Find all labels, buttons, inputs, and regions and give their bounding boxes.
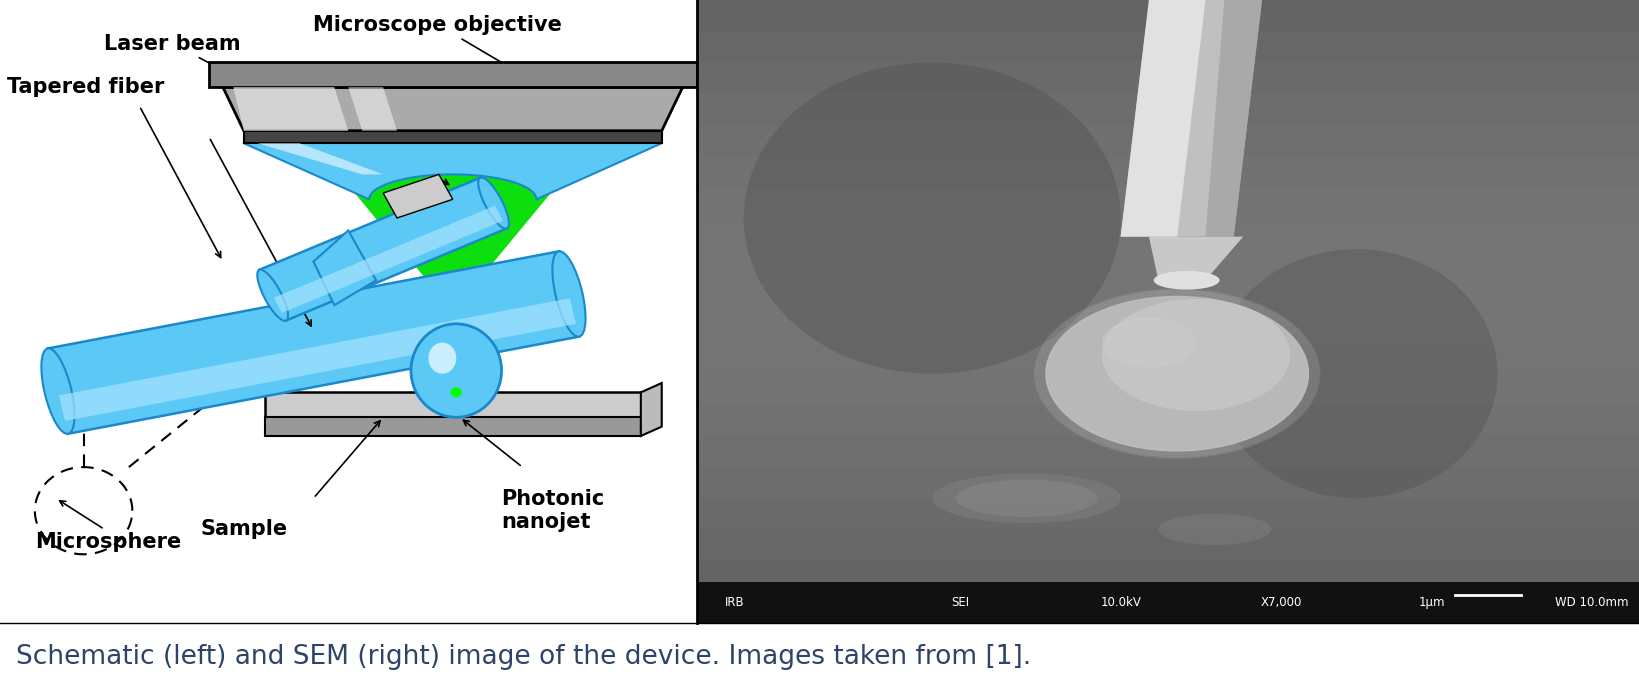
Bar bbox=[697, 156, 1639, 187]
Bar bbox=[697, 561, 1639, 592]
Ellipse shape bbox=[744, 62, 1121, 374]
Ellipse shape bbox=[956, 480, 1096, 517]
Ellipse shape bbox=[1101, 318, 1196, 367]
Bar bbox=[697, 436, 1639, 467]
Bar bbox=[697, 93, 1639, 125]
Polygon shape bbox=[264, 417, 641, 436]
Text: X7,000: X7,000 bbox=[1260, 597, 1301, 610]
Bar bbox=[697, 187, 1639, 218]
Polygon shape bbox=[384, 174, 452, 218]
Text: Laser beam: Laser beam bbox=[105, 34, 379, 154]
Bar bbox=[697, 498, 1639, 529]
Text: IRB: IRB bbox=[724, 597, 744, 610]
Bar bbox=[697, 218, 1639, 249]
Ellipse shape bbox=[933, 473, 1121, 523]
Text: Tapered fiber: Tapered fiber bbox=[7, 78, 164, 97]
Bar bbox=[697, 0, 1639, 31]
Bar bbox=[697, 529, 1639, 561]
Polygon shape bbox=[59, 298, 575, 421]
Ellipse shape bbox=[552, 251, 585, 337]
Polygon shape bbox=[257, 143, 384, 174]
Polygon shape bbox=[259, 178, 506, 320]
Text: Photonic
nanojet: Photonic nanojet bbox=[502, 489, 605, 532]
Bar bbox=[697, 374, 1639, 405]
Polygon shape bbox=[1149, 237, 1242, 280]
Bar bbox=[697, 280, 1639, 311]
Text: 10.0kV: 10.0kV bbox=[1100, 597, 1141, 610]
Polygon shape bbox=[1121, 0, 1206, 237]
Polygon shape bbox=[313, 143, 592, 311]
Bar bbox=[697, 31, 1639, 62]
Polygon shape bbox=[641, 383, 662, 436]
Ellipse shape bbox=[257, 270, 288, 321]
Text: Microscope objective: Microscope objective bbox=[313, 15, 562, 73]
Bar bbox=[697, 343, 1639, 374]
Polygon shape bbox=[274, 206, 503, 313]
Bar bbox=[697, 311, 1639, 343]
Polygon shape bbox=[223, 87, 682, 131]
Text: SEI: SEI bbox=[951, 597, 970, 610]
Bar bbox=[697, 249, 1639, 280]
Text: Microsphere: Microsphere bbox=[34, 532, 180, 552]
Polygon shape bbox=[347, 87, 397, 131]
Text: Sample: Sample bbox=[200, 520, 287, 539]
Polygon shape bbox=[244, 118, 662, 199]
Text: 1μm: 1μm bbox=[1418, 597, 1446, 610]
Text: Schematic (left) and SEM (right) image of the device. Images taken from [1].: Schematic (left) and SEM (right) image o… bbox=[16, 644, 1031, 671]
Ellipse shape bbox=[411, 324, 502, 417]
Bar bbox=[697, 125, 1639, 156]
Ellipse shape bbox=[41, 348, 74, 434]
Ellipse shape bbox=[1154, 271, 1219, 289]
Polygon shape bbox=[264, 392, 641, 417]
Ellipse shape bbox=[1101, 299, 1290, 411]
Circle shape bbox=[451, 388, 462, 397]
Polygon shape bbox=[313, 230, 377, 305]
Ellipse shape bbox=[1159, 513, 1272, 545]
Polygon shape bbox=[1121, 0, 1262, 237]
Ellipse shape bbox=[1046, 296, 1310, 452]
Ellipse shape bbox=[428, 343, 456, 374]
Bar bbox=[697, 405, 1639, 436]
Polygon shape bbox=[210, 62, 697, 87]
Bar bbox=[697, 592, 1639, 623]
Polygon shape bbox=[1206, 0, 1262, 237]
Polygon shape bbox=[233, 87, 347, 131]
Bar bbox=[697, 583, 1639, 623]
Bar bbox=[697, 62, 1639, 93]
Text: WD 10.0mm: WD 10.0mm bbox=[1555, 597, 1629, 610]
Polygon shape bbox=[244, 131, 662, 143]
Polygon shape bbox=[48, 251, 579, 434]
Ellipse shape bbox=[1214, 249, 1498, 498]
Ellipse shape bbox=[479, 177, 510, 228]
Bar bbox=[697, 467, 1639, 498]
